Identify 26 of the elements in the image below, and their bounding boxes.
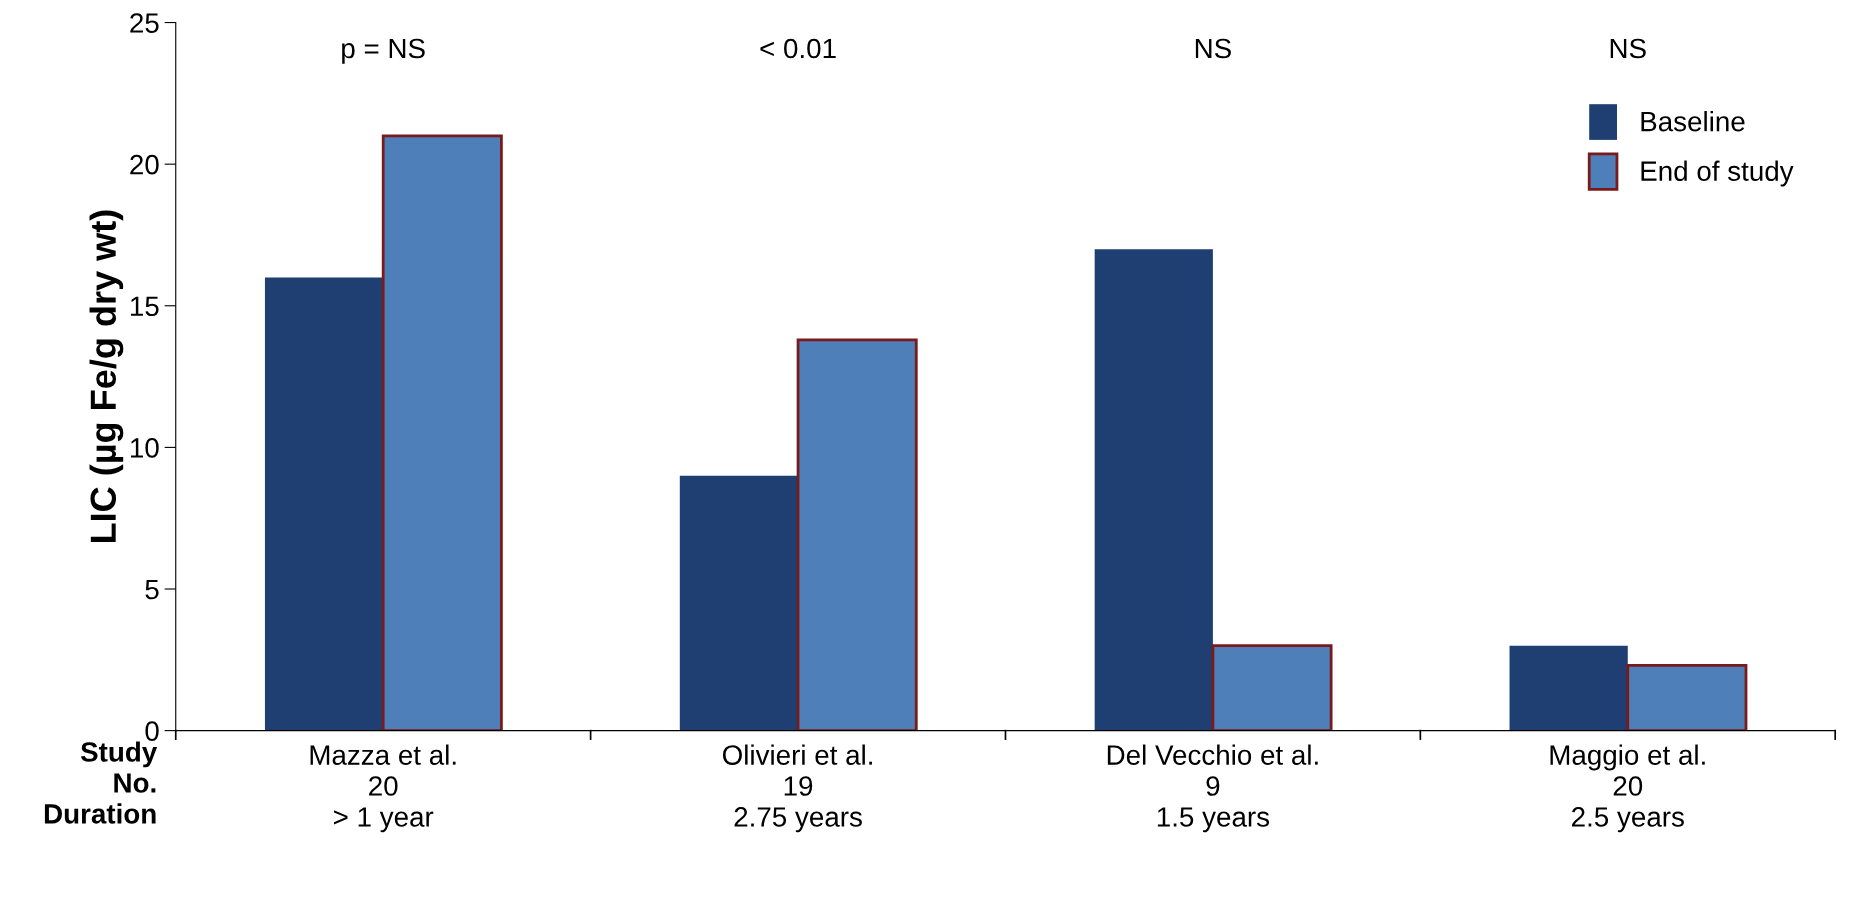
y-tick-label: 10: [131, 438, 159, 458]
y-tick-label: 0: [145, 721, 159, 741]
bar: [1211, 644, 1333, 731]
bar: [381, 134, 503, 731]
x-tick-label: Del Vecchio et al. 9 1.5 years: [1107, 744, 1318, 833]
y-tick-label: 5: [145, 579, 159, 600]
x-tick-label: Maggio et al. 20 2.5 years: [1550, 744, 1705, 833]
bar: [679, 475, 799, 731]
bar: [1509, 645, 1628, 731]
legend-label: End of study: [1641, 160, 1794, 187]
x-tick-label: Olivieri et al. 19 2.75 years: [722, 744, 872, 833]
text: Study No. Duration: [44, 741, 158, 824]
bar: [796, 338, 918, 731]
legend-label: Baseline: [1641, 111, 1745, 132]
annotation: p = NS: [342, 38, 425, 64]
bar: [264, 277, 384, 731]
y-axis-title: LIC (µg Fe/g dry wt): [89, 210, 124, 543]
y-tick-label: 20: [130, 154, 159, 175]
y-tick-label: 25: [130, 13, 159, 33]
annotation: < 0.01: [760, 38, 836, 59]
bar: [1626, 664, 1748, 731]
bar: [1094, 249, 1213, 731]
y-tick-label: 15: [131, 296, 159, 317]
x-tick-label: Mazza et al. 20 > 1 year: [310, 744, 456, 833]
annotation: NS: [1195, 38, 1231, 59]
annotation: NS: [1610, 38, 1646, 59]
